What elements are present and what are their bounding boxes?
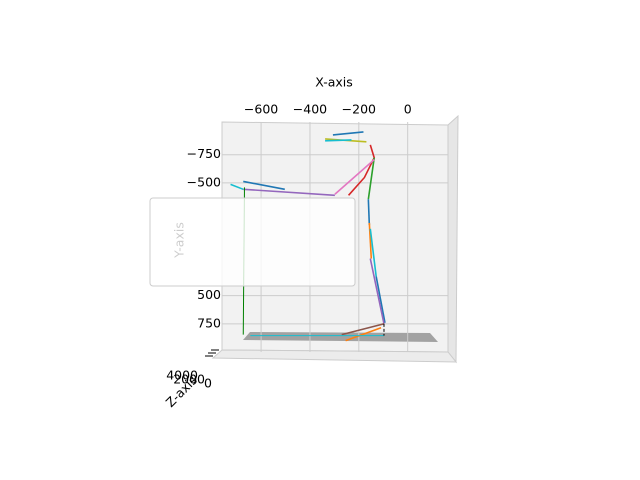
x-tick-label: 0 [404,102,412,117]
floor-pane [211,349,458,363]
skeleton-segment [369,228,377,277]
skeleton-segment [243,188,335,197]
x-axis-label: X-axis [315,75,353,90]
side-pane [447,114,459,364]
legend [149,197,356,287]
skeleton-segment [341,323,385,336]
marks [230,131,386,342]
x-tick-label: −400 [293,102,327,117]
skeleton-segment [230,183,244,191]
floor-plane [243,332,438,342]
skeleton-segment [375,276,386,323]
skeleton-segment [369,258,385,324]
z-tick-label: 4000 [166,368,198,383]
skeleton-segment [368,222,373,259]
y-tick-label: −750 [187,146,221,161]
z-tick-label: 0 [204,376,212,391]
skeleton-segment [334,159,375,195]
y-tick-label: 500 [197,287,221,302]
skeleton-segment [332,131,364,136]
legend-box [149,197,356,287]
x-tick-label: −600 [244,102,278,117]
y-tick-label: −500 [187,174,221,189]
skeleton-segment [367,157,376,200]
z-tick-label: 2000 [173,372,205,387]
skeleton-segment [243,180,285,191]
skeleton-segment [345,327,382,342]
skeleton-segment [347,144,376,196]
skeleton-segment [367,199,371,225]
y-tick-label: 750 [197,315,221,330]
skeleton-segment [325,139,352,142]
x-tick-label: −200 [342,102,376,117]
grid [205,122,448,357]
